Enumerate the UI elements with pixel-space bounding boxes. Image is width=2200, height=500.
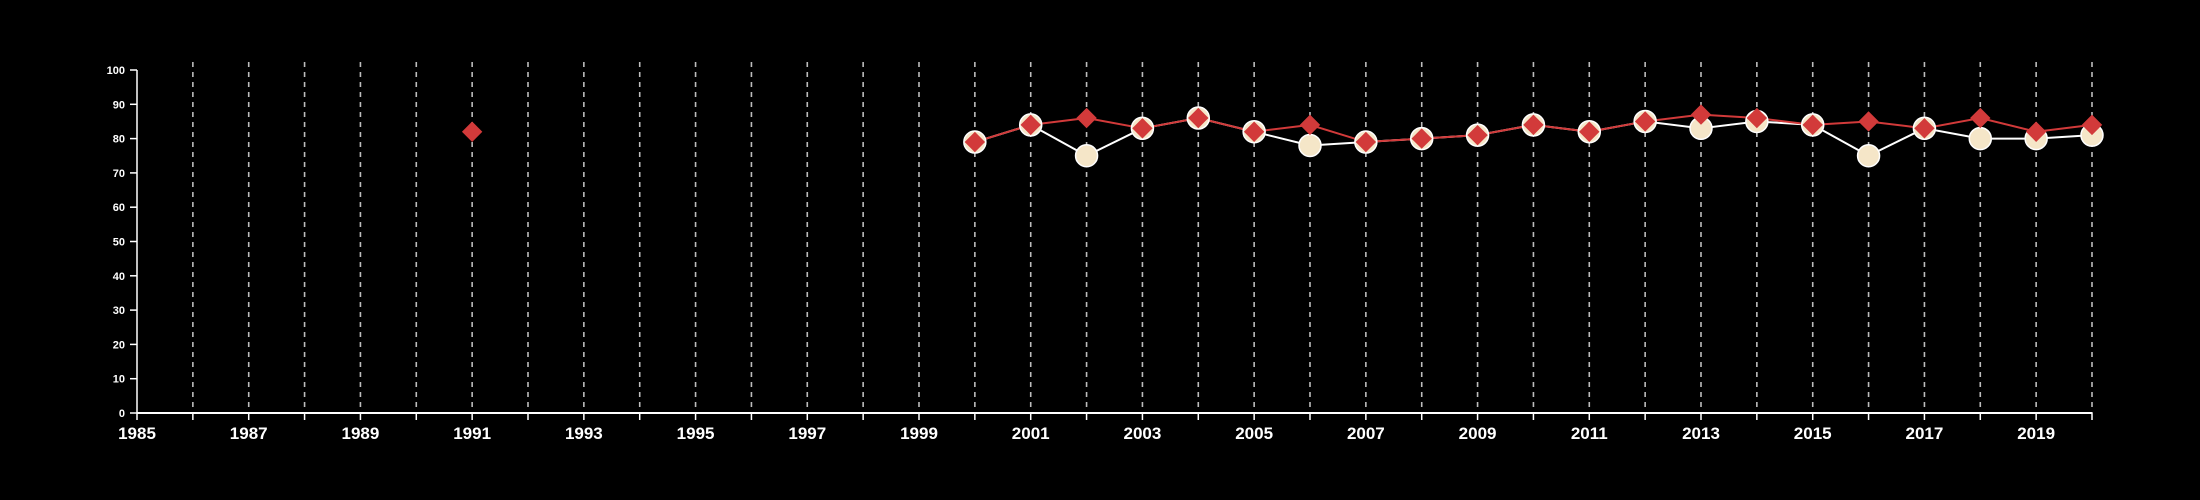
x-tick-labels: 1985 1987 1989 1991 1993 1995 1997 1999 2001 2003… xyxy=(118,424,2055,443)
point-diamond-2015 xyxy=(1802,114,1823,136)
y-tick-label: 90 xyxy=(113,99,125,111)
axes xyxy=(130,69,2093,420)
point-diamond-2020 xyxy=(2081,114,2103,136)
y-tick-label: 60 xyxy=(113,202,125,214)
x-tick-label: 2007 xyxy=(1347,424,1385,443)
y-tick-label: 0 xyxy=(119,408,125,420)
point-diamond-2001 xyxy=(1020,114,1041,136)
point-circle-2002 xyxy=(1074,144,1099,168)
y-tick-label: 10 xyxy=(113,374,125,386)
point-diamond-2006 xyxy=(1299,114,1321,136)
x-tick-label: 1985 xyxy=(118,424,156,443)
y-tick-label: 50 xyxy=(113,237,125,249)
y-tick-label: 20 xyxy=(113,339,125,351)
point-diamond-2004 xyxy=(1188,107,1209,129)
point-diamond-1991 xyxy=(461,121,483,142)
y-tick-labels: 0 10 20 30 40 50 60 70 80 90 100 xyxy=(107,65,125,420)
point-diamond-2018 xyxy=(1970,107,1991,129)
point-diamond-2009 xyxy=(1467,124,1488,146)
x-tick-label: 2017 xyxy=(1906,424,1944,443)
x-tick-label: 1989 xyxy=(342,424,380,443)
x-tick-label: 2019 xyxy=(2017,424,2055,443)
x-tick-label: 1995 xyxy=(677,424,715,443)
x-tick-label: 2015 xyxy=(1794,424,1832,443)
series-points xyxy=(461,104,2104,168)
point-diamond-2007 xyxy=(1355,131,1377,153)
point-diamond-2002 xyxy=(1076,107,1097,129)
x-tick-label: 1987 xyxy=(230,424,268,443)
y-tick-label: 30 xyxy=(113,305,125,317)
x-tick-label: 1993 xyxy=(565,424,603,443)
x-tick-label: 2009 xyxy=(1459,424,1497,443)
point-diamond-2019 xyxy=(2025,121,2047,142)
point-circle-2018 xyxy=(1968,126,1993,151)
x-tick-label: 2005 xyxy=(1235,424,1273,443)
x-tick-label: 1997 xyxy=(788,424,826,443)
x-tick-label: 1999 xyxy=(900,424,938,443)
y-tick-label: 100 xyxy=(107,65,125,77)
x-tick-label: 2011 xyxy=(1571,424,1608,443)
point-diamond-2012 xyxy=(1634,111,1656,132)
point-diamond-2010 xyxy=(1523,114,1544,136)
point-circle-2016 xyxy=(1856,144,1881,168)
x-tick-label: 2003 xyxy=(1124,424,1162,443)
point-diamond-2008 xyxy=(1411,128,1432,149)
point-circle-2006 xyxy=(1298,133,1322,158)
point-diamond-2017 xyxy=(1914,118,1935,139)
y-tick-label: 80 xyxy=(113,134,125,146)
point-diamond-2003 xyxy=(1132,118,1153,139)
y-tick-label: 40 xyxy=(113,271,125,283)
x-tick-label: 1991 xyxy=(453,424,491,443)
point-diamond-2011 xyxy=(1579,121,1600,142)
x-tick-label: 2013 xyxy=(1682,424,1720,443)
point-diamond-2000 xyxy=(964,131,986,153)
vertical-grid xyxy=(192,62,2093,413)
point-diamond-2005 xyxy=(1243,121,1265,142)
point-diamond-2014 xyxy=(1746,107,1768,129)
y-tick-label: 70 xyxy=(113,168,125,180)
point-diamond-2013 xyxy=(1690,104,1712,125)
point-diamond-2016 xyxy=(1858,111,1879,132)
x-tick-label: 2001 xyxy=(1012,424,1050,443)
